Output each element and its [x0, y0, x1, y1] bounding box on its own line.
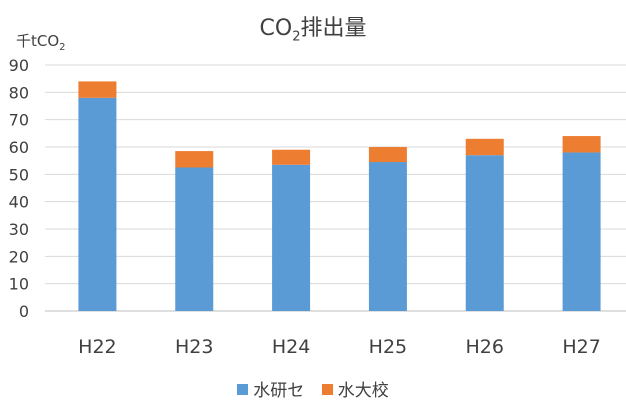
legend-swatch-series-0: [237, 384, 249, 395]
bar-H25-series-1: [368, 147, 407, 163]
x-tick-label: H22: [78, 336, 116, 358]
y-tick-label: 40: [9, 193, 29, 212]
bar-H26-series-1: [465, 138, 504, 156]
x-tick-label: H23: [175, 336, 213, 358]
x-axis-ticks: H22 H23 H24 H25 H26 H27: [78, 336, 601, 358]
y-tick-label: 80: [9, 83, 29, 102]
y-tick-label: 60: [9, 138, 29, 157]
bar-H23-series-1: [175, 151, 214, 168]
bar-H24-series-1: [272, 149, 311, 165]
bar-H27-series-1: [562, 136, 601, 153]
x-tick-label: H24: [272, 336, 310, 358]
legend-label-series-0: 水研セ: [253, 381, 305, 401]
x-tick-label: H26: [466, 336, 504, 358]
y-tick-label: 0: [19, 302, 29, 321]
y-tick-label: 20: [9, 247, 29, 266]
legend: 水研セ 水大校: [0, 376, 626, 401]
y-axis-unit-main: 千tCO: [16, 32, 60, 50]
chart-title: CO2排出量: [0, 10, 626, 44]
y-tick-label: 30: [9, 220, 29, 239]
chart-title-main: CO: [259, 16, 293, 41]
bar-H25-series-0: [368, 162, 407, 311]
bar-H23-series-0: [175, 167, 214, 311]
legend-item-series-0: 水研セ: [237, 376, 304, 401]
y-tick-label: 70: [9, 111, 29, 130]
bars: [78, 81, 601, 311]
y-tick-label: 90: [9, 56, 29, 75]
x-tick-label: H27: [562, 336, 600, 358]
legend-label-series-1: 水大校: [337, 381, 389, 401]
bar-H26-series-0: [465, 155, 504, 311]
legend-item-series-1: 水大校: [321, 376, 389, 401]
bar-H27-series-0: [562, 152, 601, 311]
chart-title-subscript: 2: [292, 29, 301, 45]
bar-H22-series-1: [78, 81, 117, 98]
y-axis-ticks: 0 10 20 30 40 50 60 70 80 90: [9, 56, 29, 321]
grid-lines: [45, 64, 626, 312]
x-tick-label: H25: [369, 336, 407, 358]
y-tick-label: 50: [9, 165, 29, 184]
bar-H22-series-0: [78, 97, 117, 311]
y-axis-unit-label: 千tCO2: [16, 30, 66, 53]
y-tick-label: 10: [9, 275, 29, 294]
chart-title-rest: 排出量: [300, 16, 367, 41]
y-axis-unit-subscript: 2: [59, 42, 66, 53]
bar-H24-series-0: [272, 164, 311, 311]
legend-swatch-series-1: [321, 384, 333, 395]
